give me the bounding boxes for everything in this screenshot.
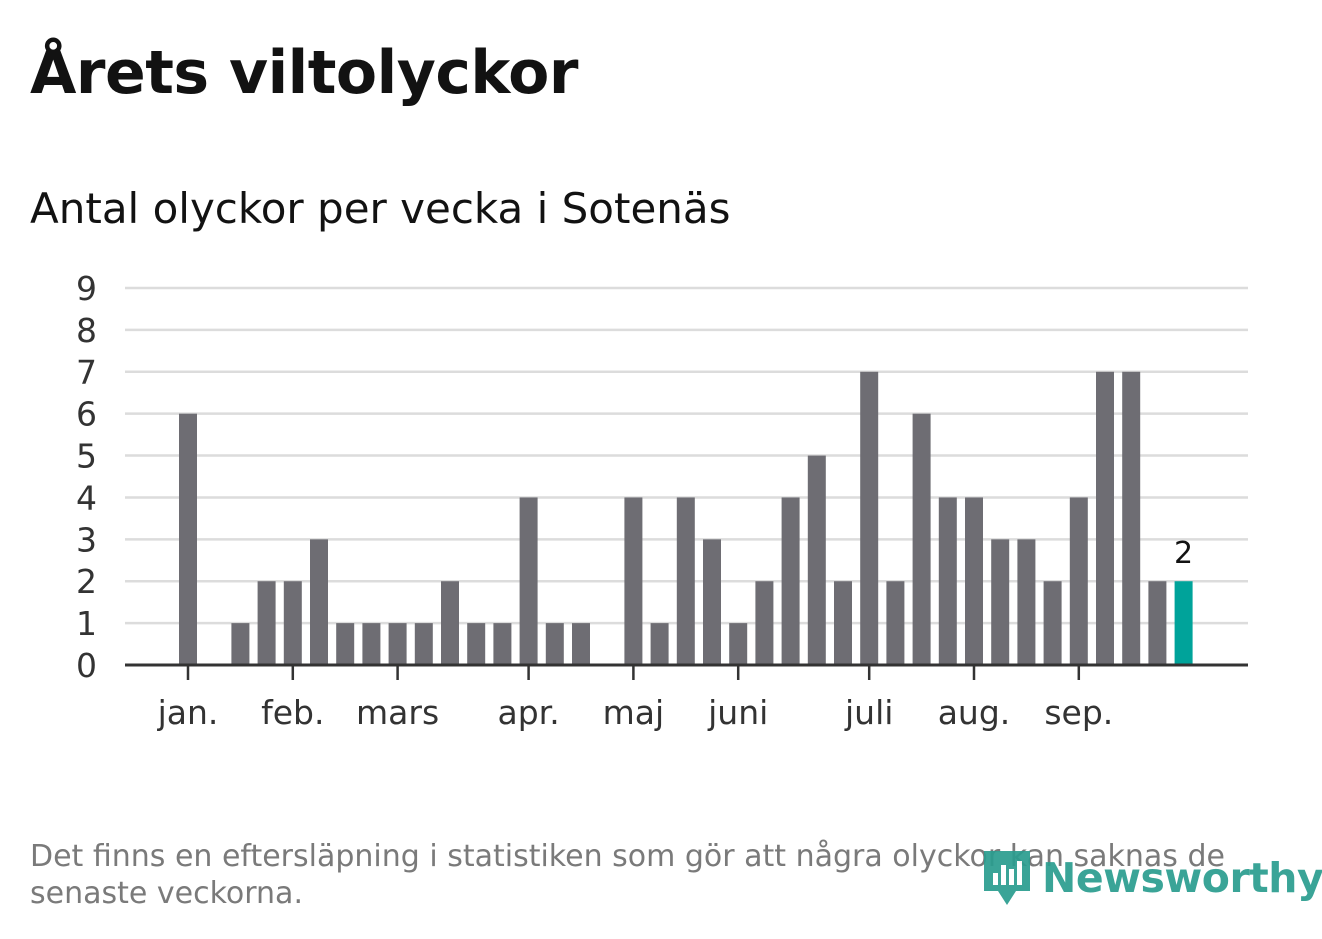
y-tick-label: 0 — [76, 646, 97, 685]
bar — [1148, 581, 1167, 665]
y-tick-label: 9 — [76, 269, 97, 308]
bar — [362, 623, 381, 665]
bar — [938, 497, 957, 665]
y-tick-label: 1 — [76, 604, 97, 643]
x-tick-label: feb. — [261, 693, 324, 732]
chart-subtitle: Antal olyckor per vecka i Sotenäs — [30, 184, 731, 233]
bar — [283, 581, 302, 665]
bar — [231, 623, 250, 665]
bar — [257, 581, 276, 665]
bar — [860, 371, 879, 665]
bar — [886, 581, 905, 665]
y-tick-label: 8 — [76, 311, 97, 350]
y-tick-label: 2 — [76, 562, 97, 601]
x-tick-label: mars — [356, 693, 439, 732]
bar — [493, 623, 512, 665]
bar — [1069, 497, 1088, 665]
bar — [991, 539, 1010, 665]
bar — [807, 455, 826, 665]
chart-title: Årets viltolyckor — [30, 38, 579, 108]
x-tick-label: sep. — [1044, 693, 1113, 732]
bar — [965, 497, 983, 665]
y-tick-label: 3 — [76, 520, 97, 559]
x-tick-label: aug. — [938, 693, 1011, 732]
bar — [624, 497, 643, 665]
x-tick-label: apr. — [497, 693, 559, 732]
bar — [729, 623, 748, 665]
bar — [1096, 371, 1114, 665]
bar — [912, 413, 931, 665]
bar — [519, 497, 538, 665]
data-label: 2 — [1174, 536, 1193, 571]
bar — [441, 581, 459, 665]
bar — [179, 413, 197, 665]
x-tick-label: jan. — [157, 693, 219, 732]
bar — [572, 623, 590, 665]
y-tick-label: 7 — [76, 353, 97, 392]
bar — [545, 623, 564, 665]
bar-highlight — [1174, 581, 1193, 665]
bar — [650, 623, 669, 665]
bar — [1043, 581, 1062, 665]
bar — [1017, 539, 1036, 665]
bar — [414, 623, 433, 665]
bar — [703, 539, 721, 665]
newsworthy-logo-icon — [984, 851, 1030, 905]
x-tick-label: juni — [707, 693, 768, 732]
x-tick-label: juli — [844, 693, 893, 732]
bar — [310, 539, 328, 665]
bar — [1122, 371, 1141, 665]
bar — [676, 497, 695, 665]
y-tick-label: 5 — [76, 437, 97, 476]
y-tick-label: 6 — [76, 395, 97, 434]
brand-logo[interactable]: Newsworthy — [980, 846, 1322, 910]
bar — [781, 497, 800, 665]
bar — [388, 623, 407, 665]
brand-name: Newsworthy — [1042, 854, 1322, 902]
bar — [336, 623, 355, 665]
x-tick-label: maj — [603, 693, 665, 732]
bar — [755, 581, 774, 665]
bar — [834, 581, 852, 665]
y-tick-label: 4 — [76, 478, 97, 517]
bar — [467, 623, 486, 665]
